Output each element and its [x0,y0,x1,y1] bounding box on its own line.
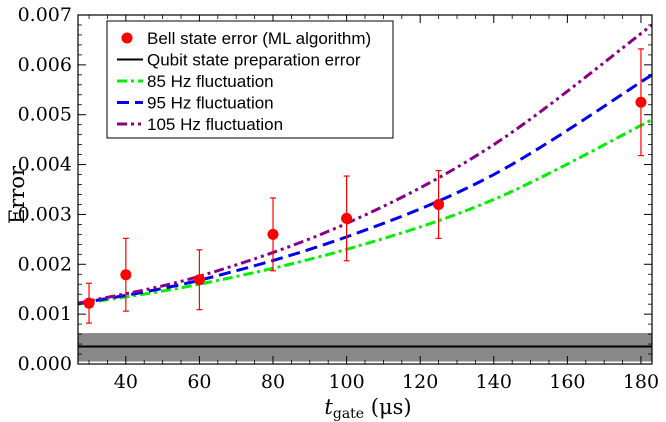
data-marker [433,199,444,210]
x-tick-label: 60 [187,371,211,393]
legend: Bell state error (ML algorithm) Qubit sta… [107,21,393,138]
legend-label: 85 Hz fluctuation [147,72,274,91]
x-tick-label: 180 [623,371,659,393]
legend-marker [122,33,133,44]
data-point [194,250,205,310]
x-axis-label-sub: gate [333,406,364,422]
legend-label: 105 Hz fluctuation [147,115,283,134]
x-tick-label: 40 [114,371,138,393]
y-axis-label: Error [5,165,29,224]
y-tick-label: 0.002 [18,253,72,275]
x-tick-label: 140 [476,371,512,393]
legend-label: Qubit state preparation error [147,51,361,70]
data-point [120,238,131,311]
x-tick-label: 100 [328,371,364,393]
data-point [84,283,95,323]
x-tick-label: 120 [402,371,438,393]
y-tick-label: 0.000 [18,353,72,375]
legend-label: 95 Hz fluctuation [147,94,274,113]
legend-item: Bell state error (ML algorithm) [122,29,372,48]
data-marker [635,97,646,108]
x-tick-label: 160 [549,371,585,393]
x-axis-label: tgate (μs) [324,395,411,422]
data-marker [84,298,95,309]
data-marker [120,269,131,280]
data-marker [194,274,205,285]
y-tick-label: 0.007 [18,4,72,26]
y-tick-label: 0.005 [18,104,72,126]
data-marker [268,229,279,240]
x-axis-label-unit: (μs) [364,395,412,419]
curve-85-hz-fluctuation [78,120,652,304]
legend-label: Bell state error (ML algorithm) [147,29,371,48]
legend-item: Qubit state preparation error [117,51,361,70]
x-tick-label: 80 [261,371,285,393]
data-marker [341,213,352,224]
y-tick-label: 0.001 [18,303,72,325]
y-tick-label: 0.006 [18,54,72,76]
